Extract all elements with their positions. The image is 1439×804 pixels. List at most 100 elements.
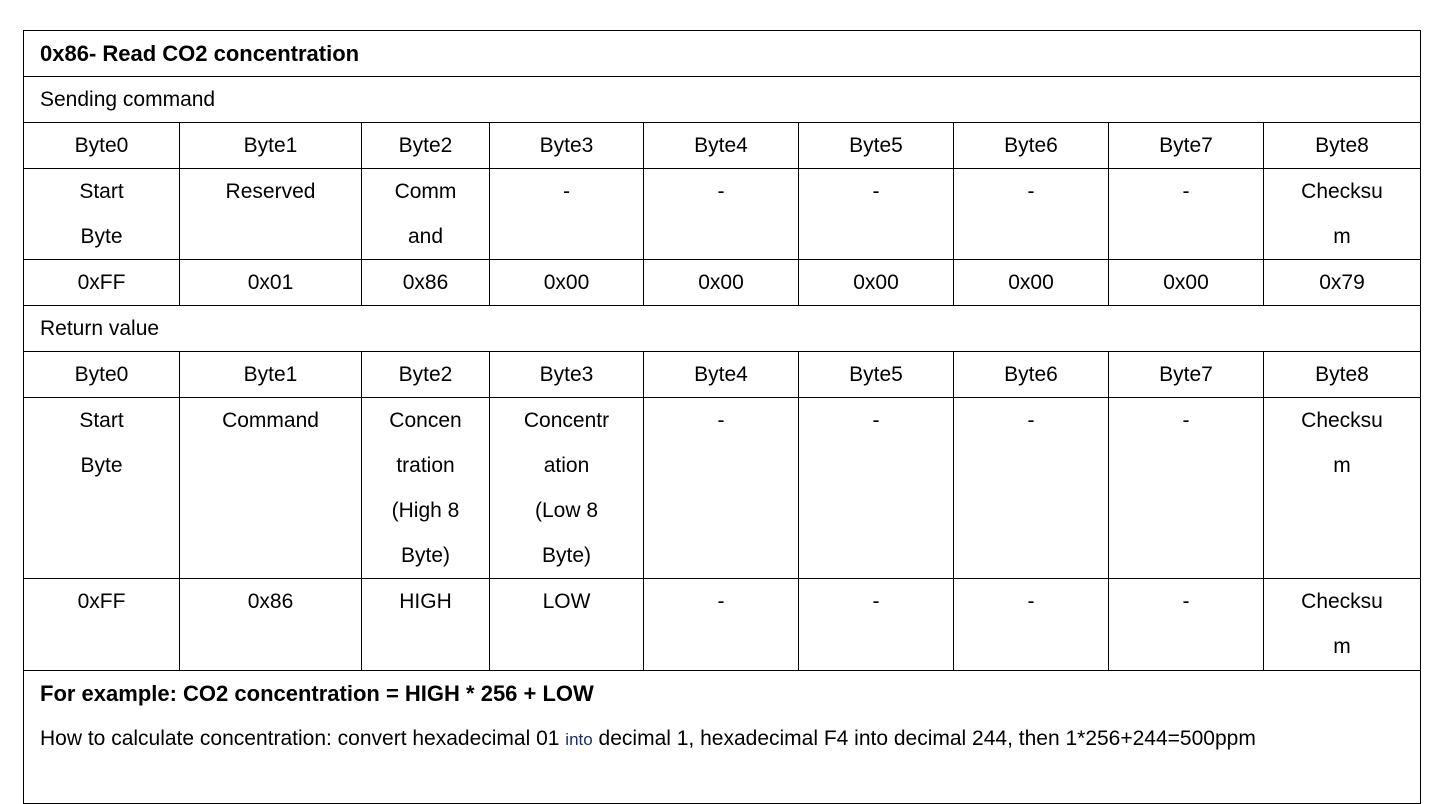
returning-values-cell: HIGH — [361, 578, 490, 671]
sending-command-label: Sending command — [22, 76, 1422, 123]
returning-headers-cell: Byte4 — [643, 351, 799, 398]
returning-values-cell: - — [643, 578, 799, 671]
cell-text: Concentr — [523, 409, 610, 432]
cell-text: 0xFF — [77, 271, 126, 294]
cell-text: Byte — [80, 454, 123, 477]
sending-descriptions-cell: - — [1108, 168, 1264, 260]
cell-text: Comm — [394, 180, 457, 203]
cell-text: - — [717, 180, 725, 203]
cell-text: and — [407, 225, 444, 248]
sending-descriptions-cell: - — [953, 168, 1109, 260]
table-title: 0x86- Read CO2 concentration — [22, 30, 1422, 77]
returning-descriptions-cell: Concentr ation (Low 8 Byte) — [489, 397, 644, 579]
sending-descriptions-cell: - — [489, 168, 644, 260]
cell-text: Byte7 — [1159, 363, 1213, 386]
cell-text: tration — [396, 454, 455, 477]
returning-descriptions-cell: Command — [179, 397, 362, 579]
explanation-into: into — [565, 730, 593, 749]
example-formula: For example: CO2 concentration = HIGH * … — [40, 681, 594, 706]
cell-text: - — [872, 180, 880, 203]
sending-description-row: Start Byte Reserved Comm and - - - - - Checksu m — [23, 168, 1422, 260]
sending-values-cell: 0x00 — [798, 259, 954, 306]
sending-headers-cell: Byte7 — [1108, 122, 1264, 169]
returning-headers-cell: Byte0 — [23, 351, 180, 398]
returning-values-cell: Checksu m — [1262, 578, 1422, 671]
sending-descriptions-cell: Comm and — [361, 168, 490, 260]
sending-descriptions-cell: Reserved — [179, 168, 362, 260]
cell-text: Checksu — [1301, 180, 1383, 203]
sending-headers-cell: Byte4 — [643, 122, 799, 169]
sending-values-cell: 0x79 — [1262, 259, 1422, 306]
sending-values-cell: 0x01 — [179, 259, 362, 306]
cell-text: Byte8 — [1315, 134, 1369, 157]
cell-text: Byte — [80, 225, 123, 248]
cell-text: 0x86 — [402, 271, 449, 294]
cell-text: 0x00 — [698, 271, 744, 294]
sending-headers-cell: Byte8 — [1262, 122, 1422, 169]
cell-text: 0x79 — [1319, 271, 1365, 294]
returning-values-cell: LOW — [489, 578, 644, 671]
return-header-row: Byte0 Byte1 Byte2 Byte3 Byte4 Byte5 Byte6 Byte7… — [23, 351, 1422, 398]
cell-text: Byte5 — [849, 363, 903, 386]
co2-command-table: 0x86- Read CO2 concentration Sending com… — [22, 30, 1422, 804]
cell-text: 0x01 — [247, 271, 294, 294]
returning-descriptions-cell: Start Byte — [23, 397, 180, 579]
cell-text: Byte2 — [398, 363, 453, 386]
returning-descriptions-cell: Concen tration (High 8 Byte) — [361, 397, 490, 579]
cell-text: m — [1333, 454, 1351, 477]
cell-text: - — [563, 180, 570, 203]
returning-headers-cell: Byte5 — [798, 351, 954, 398]
cell-text: LOW — [542, 590, 591, 613]
cell-text: - — [872, 409, 880, 432]
cell-text: Byte2 — [398, 134, 453, 157]
example-explanation: How to calculate concentration: convert … — [40, 716, 1420, 762]
sending-descriptions-cell: - — [798, 168, 954, 260]
cell-text: Reserved — [225, 180, 316, 203]
cell-text: 0x00 — [1163, 271, 1209, 294]
returning-headers-cell: Byte2 — [361, 351, 490, 398]
cell-text: - — [1182, 409, 1190, 432]
cell-text: Byte5 — [849, 134, 903, 157]
cell-text: Byte1 — [243, 134, 298, 157]
cell-text: Command — [222, 409, 319, 432]
cell-text: - — [1027, 180, 1035, 203]
returning-values-cell: 0xFF — [23, 578, 180, 671]
sending-values-cell: 0x00 — [489, 259, 644, 306]
cell-text: Byte3 — [539, 134, 594, 157]
returning-descriptions-cell: - — [643, 397, 799, 579]
cell-text: Byte6 — [1004, 134, 1058, 157]
sending-values-cell: 0x86 — [361, 259, 490, 306]
cell-text: Byte) — [541, 544, 591, 567]
cell-text: Byte3 — [539, 363, 594, 386]
cell-text: Byte1 — [243, 363, 298, 386]
sending-headers-cell: Byte6 — [953, 122, 1109, 169]
cell-text: Checksu — [1301, 590, 1383, 613]
cell-text: 0x00 — [1008, 271, 1054, 294]
cell-text: Byte8 — [1315, 363, 1369, 386]
cell-text: - — [1027, 409, 1035, 432]
cell-text: - — [1027, 590, 1035, 613]
cell-text: 0x86 — [247, 590, 294, 613]
cell-text: Byte4 — [694, 134, 748, 157]
sending-values-cell: 0x00 — [1108, 259, 1264, 306]
cell-text: Byte) — [400, 544, 450, 567]
cell-text: m — [1333, 225, 1351, 248]
sending-descriptions-cell: - — [643, 168, 799, 260]
cell-text: Byte0 — [74, 134, 129, 157]
sending-headers-cell: Byte5 — [798, 122, 954, 169]
cell-text: HIGH — [399, 590, 452, 613]
cell-text: Byte6 — [1004, 363, 1058, 386]
cell-text: (Low 8 — [534, 499, 599, 522]
sending-descriptions-cell: Checksu m — [1262, 168, 1422, 260]
returning-headers-cell: Byte8 — [1262, 351, 1422, 398]
explanation-text: How to calculate concentration: convert … — [40, 727, 566, 750]
explanation-text-rest: decimal 1, hexadecimal F4 into decimal 2… — [592, 727, 1256, 750]
cell-text: 0x00 — [853, 271, 899, 294]
cell-text: ation — [543, 454, 590, 477]
sending-headers-cell: Byte1 — [179, 122, 362, 169]
return-value-row: 0xFF 0x86 HIGH LOW - - - - Checksu m — [23, 578, 1422, 671]
cell-text: Checksu — [1301, 409, 1383, 432]
returning-headers-cell: Byte7 — [1108, 351, 1264, 398]
cell-text: m — [1333, 635, 1351, 658]
returning-values-cell: - — [798, 578, 954, 671]
